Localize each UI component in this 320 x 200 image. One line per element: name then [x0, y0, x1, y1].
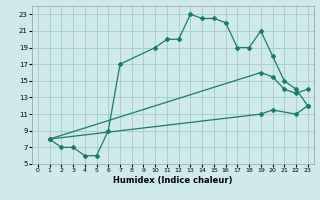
X-axis label: Humidex (Indice chaleur): Humidex (Indice chaleur): [113, 176, 233, 185]
